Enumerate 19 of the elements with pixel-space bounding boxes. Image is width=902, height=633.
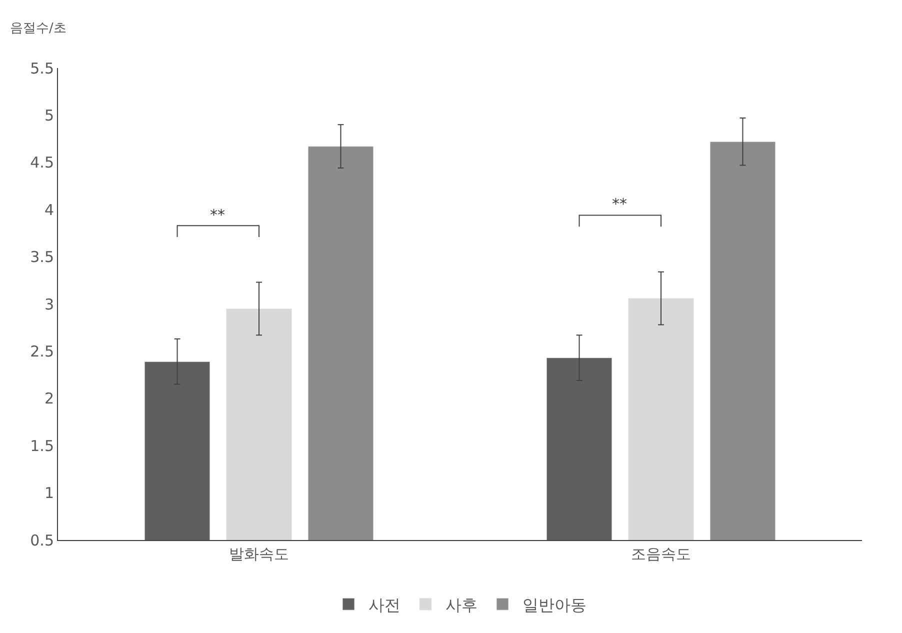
- legend-label: 일반아동: [522, 595, 586, 614]
- y-tick-label: 5: [44, 106, 54, 124]
- y-tick-label: 5.5: [30, 59, 54, 78]
- annotation: **: [612, 195, 628, 213]
- y-tick-label: 1.5: [30, 436, 54, 455]
- y-tick-label: 3.5: [30, 248, 54, 266]
- y-axis-title: 음절수/초: [10, 21, 66, 36]
- y-tick-label: 1: [44, 484, 54, 502]
- annotation: **: [210, 206, 226, 224]
- y-tick-label: 4: [44, 200, 54, 219]
- x-tick-label: 발화속도: [229, 545, 289, 563]
- y-tick-label: 2.5: [30, 342, 54, 360]
- y-tick-label: 2: [44, 390, 54, 408]
- legend-label: 사후: [446, 595, 478, 614]
- y-tick-label: 0.5: [30, 531, 54, 550]
- x-tick-label: 조음속도: [631, 545, 691, 563]
- y-tick-label: 4.5: [30, 154, 54, 172]
- legend-label: 사전: [368, 595, 400, 614]
- y-tick-label: 3: [44, 295, 54, 314]
